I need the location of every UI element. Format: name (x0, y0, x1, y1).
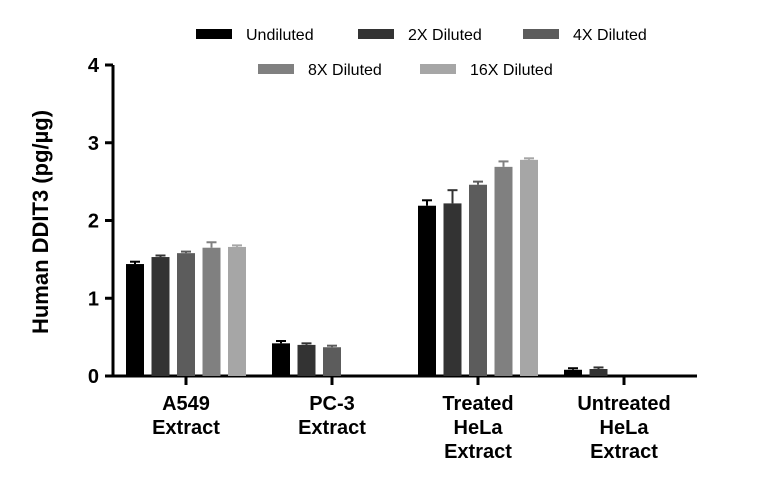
y-tick-label: 0 (88, 366, 99, 388)
legend-swatch (358, 29, 394, 39)
legend-item: 8X Diluted (258, 62, 382, 79)
legend-item: 4X Diluted (523, 27, 647, 44)
bar (272, 343, 290, 376)
y-tick-label: 3 (88, 133, 99, 155)
legend-swatch (420, 64, 456, 74)
y-axis-title: Human DDIT3 (pg/µg) (28, 110, 53, 334)
bar (589, 369, 608, 376)
bar (443, 203, 462, 376)
x-tick-label: Extract (590, 441, 658, 463)
x-tick-label: PC-3 (309, 393, 355, 415)
bar (297, 344, 316, 376)
y-axis: 0 1 2 3 4 (88, 55, 115, 388)
legend-item: 16X Diluted (420, 62, 553, 79)
bar (323, 347, 341, 376)
bar (418, 205, 436, 376)
x-tick-label: Extract (152, 417, 220, 439)
bar (177, 253, 195, 376)
bar (494, 166, 513, 376)
x-tick-label: Untreated (577, 393, 670, 415)
bar (202, 247, 221, 376)
bar (126, 264, 144, 376)
x-tick-label: A549 (162, 393, 210, 415)
legend-item: 2X Diluted (358, 27, 482, 44)
legend-label: 16X Diluted (470, 62, 553, 79)
legend: Undiluted 2X Diluted 4X Diluted 8X Diluted 1… (196, 27, 647, 79)
x-tick-label: Treated (442, 393, 513, 415)
x-axis: A549ExtractPC-3ExtractTreatedHeLaExtract… (113, 374, 697, 463)
x-tick-label: Extract (444, 441, 512, 463)
legend-swatch (258, 64, 294, 74)
legend-label: 4X Diluted (573, 27, 647, 44)
x-tick-label: Extract (298, 417, 366, 439)
y-tick-label: 1 (88, 288, 99, 310)
y-tick-label: 4 (88, 55, 100, 77)
legend-label: 8X Diluted (308, 62, 382, 79)
legend-label: Undiluted (246, 27, 314, 44)
legend-label: 2X Diluted (408, 27, 482, 44)
y-tick-label: 2 (88, 211, 99, 233)
legend-swatch (523, 29, 559, 39)
legend-item: Undiluted (196, 27, 314, 44)
bar (520, 159, 538, 376)
bar (469, 184, 487, 376)
x-tick-label: HeLa (454, 417, 504, 439)
bar (564, 369, 582, 376)
bar (151, 257, 170, 376)
bar (228, 246, 246, 376)
legend-swatch (196, 29, 232, 39)
x-tick-label: HeLa (600, 417, 650, 439)
bars (126, 157, 608, 376)
